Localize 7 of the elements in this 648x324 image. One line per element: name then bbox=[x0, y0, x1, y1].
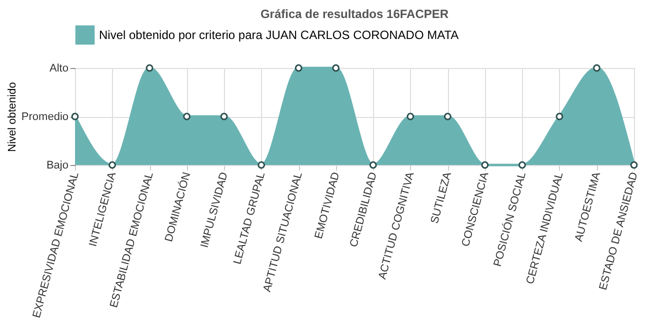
x-tick-label: LEALTAD GRUPAL bbox=[232, 170, 268, 266]
chart-title: Gráfica de resultados 16FACPER bbox=[260, 7, 449, 21]
text: Bajo bbox=[46, 160, 68, 172]
legend-label: Nivel obtenido por criterio para JUAN CARLOS CORONADO MATA bbox=[99, 28, 459, 42]
text: Promedio bbox=[21, 111, 68, 123]
y-axis-title: Nivel obtenido bbox=[6, 82, 18, 152]
text: Alto bbox=[50, 62, 68, 74]
